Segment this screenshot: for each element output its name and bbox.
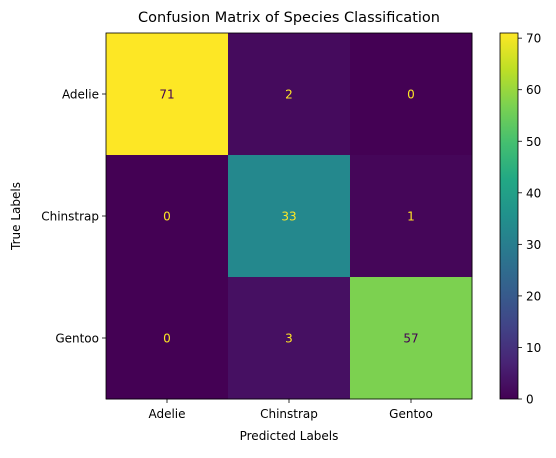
x-tick-label: Adelie: [148, 407, 185, 421]
colorbar: [500, 33, 518, 399]
x-axis-label: Predicted Labels: [240, 429, 339, 443]
cell-value-label: 57: [403, 332, 418, 346]
colorbar-tick-label: 10: [526, 341, 541, 355]
heatmap-cell: [106, 277, 229, 400]
colorbar-ticks: 0 10 20 30 40 50 60 70: [518, 32, 541, 407]
colorbar-tick-label: 30: [526, 238, 541, 252]
heatmap-cell: [228, 155, 351, 278]
heatmap-cell: [228, 277, 351, 400]
heatmap-cell: [106, 155, 229, 278]
cell-value-labels: 71 2 0 0 33 1 0 3 57: [159, 88, 418, 346]
heatmap-cell: [350, 155, 473, 278]
cell-value-label: 71: [159, 88, 174, 102]
colorbar-tick-label: 60: [526, 83, 541, 97]
cell-value-label: 1: [407, 210, 415, 224]
heatmap-cell: [350, 33, 473, 156]
cell-value-label: 0: [407, 88, 415, 102]
y-tick-label: Gentoo: [55, 332, 99, 346]
y-tick-label: Adelie: [62, 88, 99, 102]
colorbar-tick-label: 70: [526, 32, 541, 46]
y-tick-label: Chinstrap: [41, 210, 99, 224]
colorbar-tick-label: 0: [526, 393, 534, 407]
heatmap-cells: [106, 33, 473, 400]
cell-value-label: 0: [163, 332, 171, 346]
cell-value-label: 2: [285, 88, 293, 102]
x-tick-label: Gentoo: [389, 407, 433, 421]
cell-value-label: 3: [285, 332, 293, 346]
y-axis-ticks: Adelie Chinstrap Gentoo: [41, 88, 106, 346]
colorbar-tick-label: 40: [526, 186, 541, 200]
heatmap-cell: [228, 33, 351, 156]
cell-value-label: 0: [163, 210, 171, 224]
x-tick-label: Chinstrap: [260, 407, 318, 421]
colorbar-frame: [499, 32, 519, 400]
cell-value-label: 33: [281, 210, 296, 224]
heatmap-cell: [106, 33, 229, 156]
colorbar-tick-label: 50: [526, 135, 541, 149]
x-axis-ticks: Adelie Chinstrap Gentoo: [148, 399, 433, 421]
chart-title: Confusion Matrix of Species Classificati…: [138, 10, 440, 26]
y-axis-label: True Labels: [9, 182, 23, 251]
heatmap-cell: [350, 277, 473, 400]
colorbar-tick-label: 20: [526, 289, 541, 303]
